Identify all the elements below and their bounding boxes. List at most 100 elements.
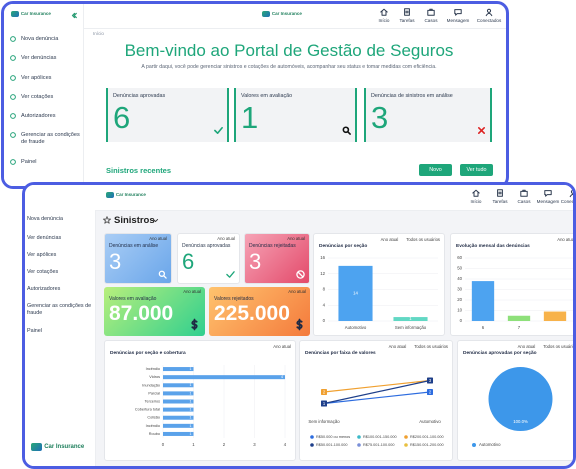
card-label: Denúncias aprovadas: [182, 243, 231, 249]
sidebar-item[interactable]: Painel: [27, 328, 42, 334]
value-card: Ano atual Valores rejeitados 225.000: [209, 287, 310, 336]
y-tick-label: 4: [323, 302, 326, 307]
x-tick-label: Sem informação: [308, 419, 340, 424]
sidebar-item[interactable]: Ver cotações: [27, 269, 59, 275]
bar: [338, 265, 373, 321]
logo-mark: [11, 11, 20, 18]
sidebar-item[interactable]: Ver denúncias: [27, 235, 62, 241]
dot-icon: [10, 55, 16, 61]
sidebar-item[interactable]: Nova denúncia: [21, 36, 59, 42]
data-label: 1: [190, 391, 192, 395]
filter-dropdown[interactable]: Ano atual: [183, 289, 201, 294]
filter-dropdown[interactable]: Todos os usuários: [406, 237, 440, 242]
filter-dropdown[interactable]: Todos os usuários: [414, 344, 448, 349]
page-subtitle: A partir daqui, você pode gerenciar sini…: [141, 64, 437, 70]
chart-title: Denúncias aprovadas por seção: [463, 351, 537, 356]
filter-dropdown[interactable]: Ano atual: [149, 236, 167, 241]
logo-text: Car Insurance: [115, 192, 146, 197]
dot-icon-part: [10, 132, 16, 138]
sidebar-item[interactable]: Autorizadores: [27, 286, 61, 292]
y-tick-label: Inundação: [142, 383, 160, 387]
dot-icon: [10, 75, 16, 81]
home-icon: [472, 189, 480, 197]
sidebar-item[interactable]: Nova denúncia: [27, 216, 63, 222]
stat-card: Ano atual Denúncias aprovadas 6: [177, 233, 240, 284]
card-label: Valores rejeitados: [214, 296, 254, 302]
case-icon-part: [520, 189, 528, 197]
filter-dropdown[interactable]: Ano atual: [217, 236, 235, 241]
nav-item[interactable]: Mensagem: [536, 199, 560, 204]
chev-icon-part: [152, 218, 159, 223]
y-tick-label: Cobertura total: [135, 408, 160, 412]
filter-dropdown[interactable]: Ano atual: [288, 289, 306, 294]
pie-slice: [488, 367, 553, 431]
logo-mark: [31, 443, 42, 452]
card-value: 1: [241, 100, 259, 135]
nav-item[interactable]: Conectados: [560, 199, 576, 204]
card-value: 225.000: [214, 302, 290, 325]
data-label: 2: [429, 389, 432, 394]
data-label: 1: [323, 401, 326, 406]
sidebar-item[interactable]: Gerenciar as condições de fraude: [27, 303, 92, 316]
filter-dropdown[interactable]: Ano atual: [287, 236, 305, 241]
user-icon: [485, 8, 493, 17]
nav-item[interactable]: Início: [470, 199, 482, 204]
y-tick-label: Roubo: [149, 432, 160, 436]
sidebar-item[interactable]: Painel: [21, 159, 37, 165]
dot-icon-part: [10, 75, 16, 81]
dot-icon: [10, 132, 16, 138]
y-tick-label: 20: [457, 297, 462, 302]
bar: [507, 315, 531, 321]
filter-dropdown[interactable]: Ano atual: [517, 344, 536, 349]
y-tick-label: Vidros: [149, 375, 160, 379]
card-label: Denúncias rejeitadas: [249, 243, 296, 249]
card-label: Denúncias em análise: [109, 243, 159, 249]
y-tick-label: Incêndio: [146, 367, 160, 371]
summary-card: Denúncias de sinistros em análise 3: [364, 88, 492, 142]
nav-item[interactable]: Casos: [517, 199, 531, 204]
button[interactable]: Novo: [419, 164, 452, 176]
data-label: 3: [429, 378, 432, 383]
x-tick-label: 4: [284, 442, 287, 447]
bar: [163, 423, 194, 428]
user-icon: [569, 189, 573, 198]
logo-text: Car Insurance: [20, 11, 51, 16]
y-tick-label: Parcial: [148, 391, 160, 395]
filter-dropdown[interactable]: Todos os usuários: [543, 344, 576, 349]
y-tick-label: 50: [457, 266, 462, 271]
nav-item[interactable]: Tarefas: [492, 199, 508, 204]
dot-icon: [10, 94, 16, 100]
button[interactable]: Ver tudo: [460, 164, 493, 176]
filter-dropdown[interactable]: Ano atual: [380, 237, 399, 242]
legend-label: R$50.000 ou menos: [316, 435, 350, 439]
nav-item[interactable]: Tarefas: [399, 18, 415, 23]
data-label: 1: [190, 424, 192, 428]
user-icon-part: [569, 189, 573, 198]
nav-item[interactable]: Casos: [424, 18, 438, 23]
sidebar-item[interactable]: Autorizadores: [21, 113, 56, 119]
sidebar-item[interactable]: Ver apólices: [21, 75, 52, 81]
chart-panel: Denúncias aprovadas por seção Todos os us…: [457, 340, 576, 461]
chart: 0 4 8 12 16 14 Automotivo 1 Sem informação: [320, 255, 438, 330]
sidebar-item[interactable]: Ver apólices: [27, 252, 57, 258]
logo-text: Car Insurance: [44, 444, 85, 450]
filter-dropdown[interactable]: Ano atual: [557, 237, 575, 242]
legend-label: R$50.001-100.000: [316, 443, 347, 447]
sidebar: [4, 4, 84, 186]
nav-item[interactable]: Início: [378, 18, 390, 23]
search-icon-part: [158, 270, 167, 279]
legend-label: R$200.001-100.000: [410, 435, 444, 439]
nav-item[interactable]: Conectados: [476, 18, 502, 23]
card-value: 3: [371, 100, 389, 135]
sidebar-item[interactable]: Ver cotações: [21, 94, 54, 100]
nav-item[interactable]: Mensagem: [446, 18, 470, 23]
filter-dropdown[interactable]: Ano atual: [388, 344, 407, 349]
sidebar-item[interactable]: Ver denúncias: [21, 55, 57, 61]
x-tick-label: Automotivo: [345, 325, 367, 330]
sidebar: [25, 185, 96, 466]
sidebar-item[interactable]: Gerenciar as condições de fraude: [21, 132, 80, 145]
chart-panel: Denúncias por faixa de valores Todos os u…: [299, 340, 453, 461]
bar: [163, 431, 194, 436]
filter-dropdown[interactable]: Ano atual: [273, 344, 291, 349]
bar: [163, 415, 194, 420]
